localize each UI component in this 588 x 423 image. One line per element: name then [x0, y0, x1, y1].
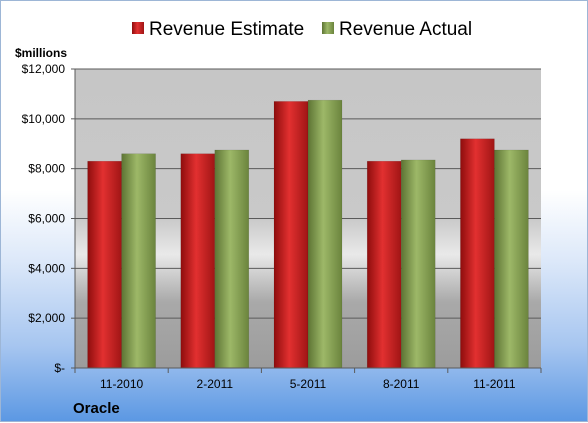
bars — [87, 99, 529, 369]
company-label: Oracle — [73, 400, 120, 417]
y-unit-label: $millions — [15, 46, 67, 60]
bar-estimate-11-2011 — [460, 138, 495, 369]
bar-actual-11-2010 — [121, 153, 156, 369]
y-tick-label: $2,000 — [28, 311, 65, 325]
y-tick-label: $- — [54, 361, 65, 375]
legend-swatch-actual — [322, 22, 334, 34]
x-tick-label: 5-2011 — [290, 377, 327, 391]
bar-estimate-11-2010 — [87, 160, 122, 369]
legend-label-actual: Revenue Actual — [339, 19, 472, 40]
y-tick-label: $8,000 — [28, 162, 65, 176]
x-tick-label: 11-2010 — [100, 377, 143, 391]
bar-actual-11-2011 — [494, 149, 529, 369]
legend: Revenue Estimate Revenue Actual — [132, 19, 472, 40]
bar-estimate-8-2011 — [366, 160, 402, 369]
y-axis-ticks: $- $2,000 $4,000 $6,000 $8,000 $10,000 $12,000 — [22, 62, 76, 375]
bar-actual-8-2011 — [400, 159, 436, 369]
y-tick-label: $10,000 — [22, 112, 66, 126]
bar-actual-2-2011 — [214, 149, 250, 369]
x-tick-label: 11-2011 — [473, 377, 516, 391]
bar-estimate-2-2011 — [180, 153, 216, 369]
legend-label-estimate: Revenue Estimate — [149, 19, 304, 40]
bar-actual-5-2011 — [307, 99, 343, 369]
bar-estimate-5-2011 — [273, 101, 309, 369]
y-tick-label: $6,000 — [28, 212, 65, 226]
legend-swatch-estimate — [132, 22, 144, 34]
x-tick-label: 8-2011 — [383, 377, 420, 391]
y-tick-label: $4,000 — [28, 261, 65, 275]
y-tick-label: $12,000 — [22, 62, 66, 76]
x-axis-ticks: 11-2010 2-2011 5-2011 8-2011 11-2011 — [74, 367, 542, 391]
x-tick-label: 2-2011 — [197, 377, 234, 391]
